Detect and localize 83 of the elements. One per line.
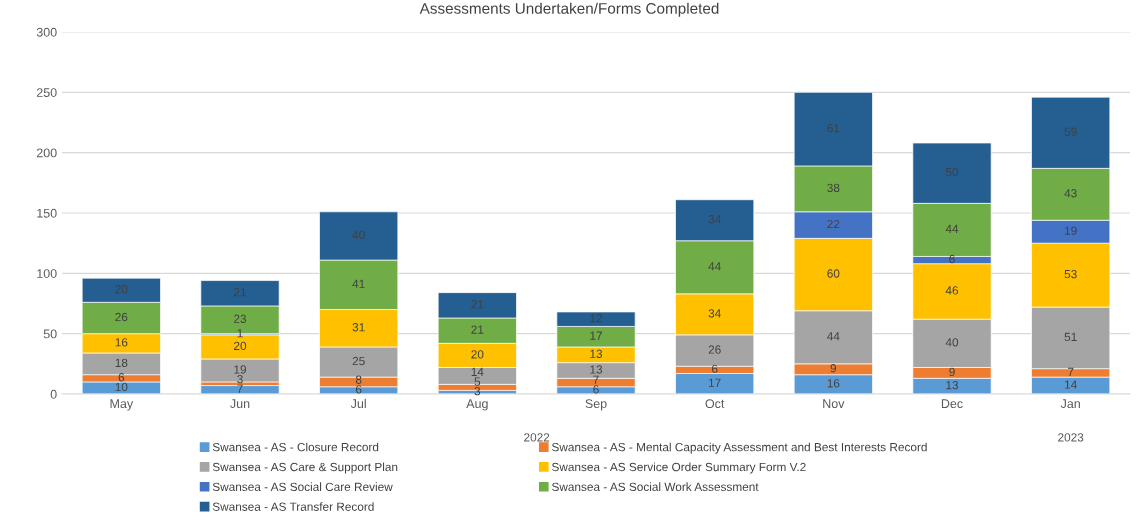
data-label: 53 <box>1064 269 1077 279</box>
data-label: 20 <box>471 350 484 359</box>
data-label: 3 <box>237 374 243 384</box>
legend-label: Swansea - AS Care & Support Plan <box>212 462 398 474</box>
data-label: 61 <box>827 123 840 133</box>
data-label: 43 <box>1064 189 1077 198</box>
y-tick-label: 200 <box>36 148 57 158</box>
data-label: 6 <box>118 373 125 382</box>
legend-label: Swansea - AS Social Care Review <box>212 482 393 492</box>
data-label: 7 <box>1067 367 1074 376</box>
data-label: 10 <box>115 382 128 392</box>
data-label: 6 <box>949 254 955 264</box>
text: 2022 <box>524 433 550 442</box>
data-label: 44 <box>708 262 721 271</box>
data-label: 40 <box>945 338 959 347</box>
data-label: 34 <box>708 215 721 224</box>
data-label: 18 <box>115 358 128 367</box>
x-tick-label: Jun <box>230 399 250 409</box>
data-label: 26 <box>115 312 128 322</box>
legend-label: Swansea - AS - Mental Capacity Assessment and Best Interests Record <box>552 442 927 454</box>
data-label: 13 <box>946 380 959 390</box>
y-tick-label: 300 <box>36 27 57 37</box>
x-tick-label: Aug <box>466 399 488 411</box>
data-label: 31 <box>352 323 365 332</box>
data-label: 19 <box>1065 226 1077 235</box>
data-label: 22 <box>827 219 840 229</box>
data-label: 7 <box>237 384 243 393</box>
data-label: 60 <box>827 269 840 278</box>
data-label: 34 <box>708 309 721 318</box>
data-label: 21 <box>471 325 484 334</box>
y-tick-label: 0 <box>50 389 57 399</box>
data-label: 25 <box>352 356 365 366</box>
data-label: 50 <box>945 167 959 177</box>
chart-title: Assessments Undertaken/Forms Completed <box>419 2 719 17</box>
data-label: 41 <box>352 279 365 288</box>
x-tick-label: May <box>110 399 134 411</box>
data-label: 46 <box>945 286 959 295</box>
data-label: 51 <box>1064 332 1077 342</box>
legend-label: Swansea - AS - Closure Record <box>212 442 379 452</box>
data-label: 12 <box>590 314 602 323</box>
data-label: 40 <box>352 230 365 240</box>
y-tick-label: 50 <box>43 329 57 339</box>
data-label: 14 <box>1065 380 1077 389</box>
y-tick-label: 250 <box>36 88 57 97</box>
data-label: 6 <box>593 385 599 394</box>
data-label: 20 <box>234 341 247 351</box>
data-label: 14 <box>471 367 484 376</box>
data-label: 8 <box>355 375 362 384</box>
data-label: 13 <box>590 349 603 358</box>
legend-label: Swansea - AS Social Work Assessment <box>552 482 759 492</box>
data-label: 3 <box>474 387 481 396</box>
y-tick-label: 150 <box>37 208 57 218</box>
x-tick-label: Sep <box>585 399 607 411</box>
data-label: 5 <box>474 377 481 386</box>
legend-label: Swansea - AS Transfer Record <box>212 502 374 511</box>
data-label: 9 <box>830 364 837 373</box>
x-tick-label: Oct <box>705 399 725 409</box>
data-label: 38 <box>827 183 840 193</box>
data-label: 21 <box>234 288 246 297</box>
data-label: 21 <box>471 300 484 309</box>
data-label: 59 <box>1064 127 1077 136</box>
legend-label: Swansea - AS Service Order Summary Form V.2 <box>552 462 806 474</box>
data-label: 26 <box>708 345 721 354</box>
data-label: 44 <box>827 332 840 341</box>
data-label: 16 <box>115 338 128 347</box>
data-label: 9 <box>949 367 955 377</box>
data-label: 19 <box>234 365 247 374</box>
data-label: 6 <box>355 385 362 394</box>
data-label: 1 <box>237 329 243 338</box>
x-tick-label: Jan <box>1060 399 1080 409</box>
text: 2023 <box>1058 433 1084 442</box>
y-tick-label: 100 <box>37 269 57 278</box>
data-label: 23 <box>234 314 247 323</box>
data-label: 13 <box>590 365 603 374</box>
data-label: 17 <box>709 378 721 387</box>
data-label: 6 <box>711 364 718 374</box>
data-label: 16 <box>827 379 840 388</box>
x-tick-label: Nov <box>823 399 845 409</box>
data-label: 17 <box>590 331 602 340</box>
x-tick-label: Dec <box>941 399 963 409</box>
data-label: 20 <box>115 285 128 294</box>
data-label: 44 <box>945 224 959 233</box>
x-tick-label: Jul <box>350 398 366 409</box>
